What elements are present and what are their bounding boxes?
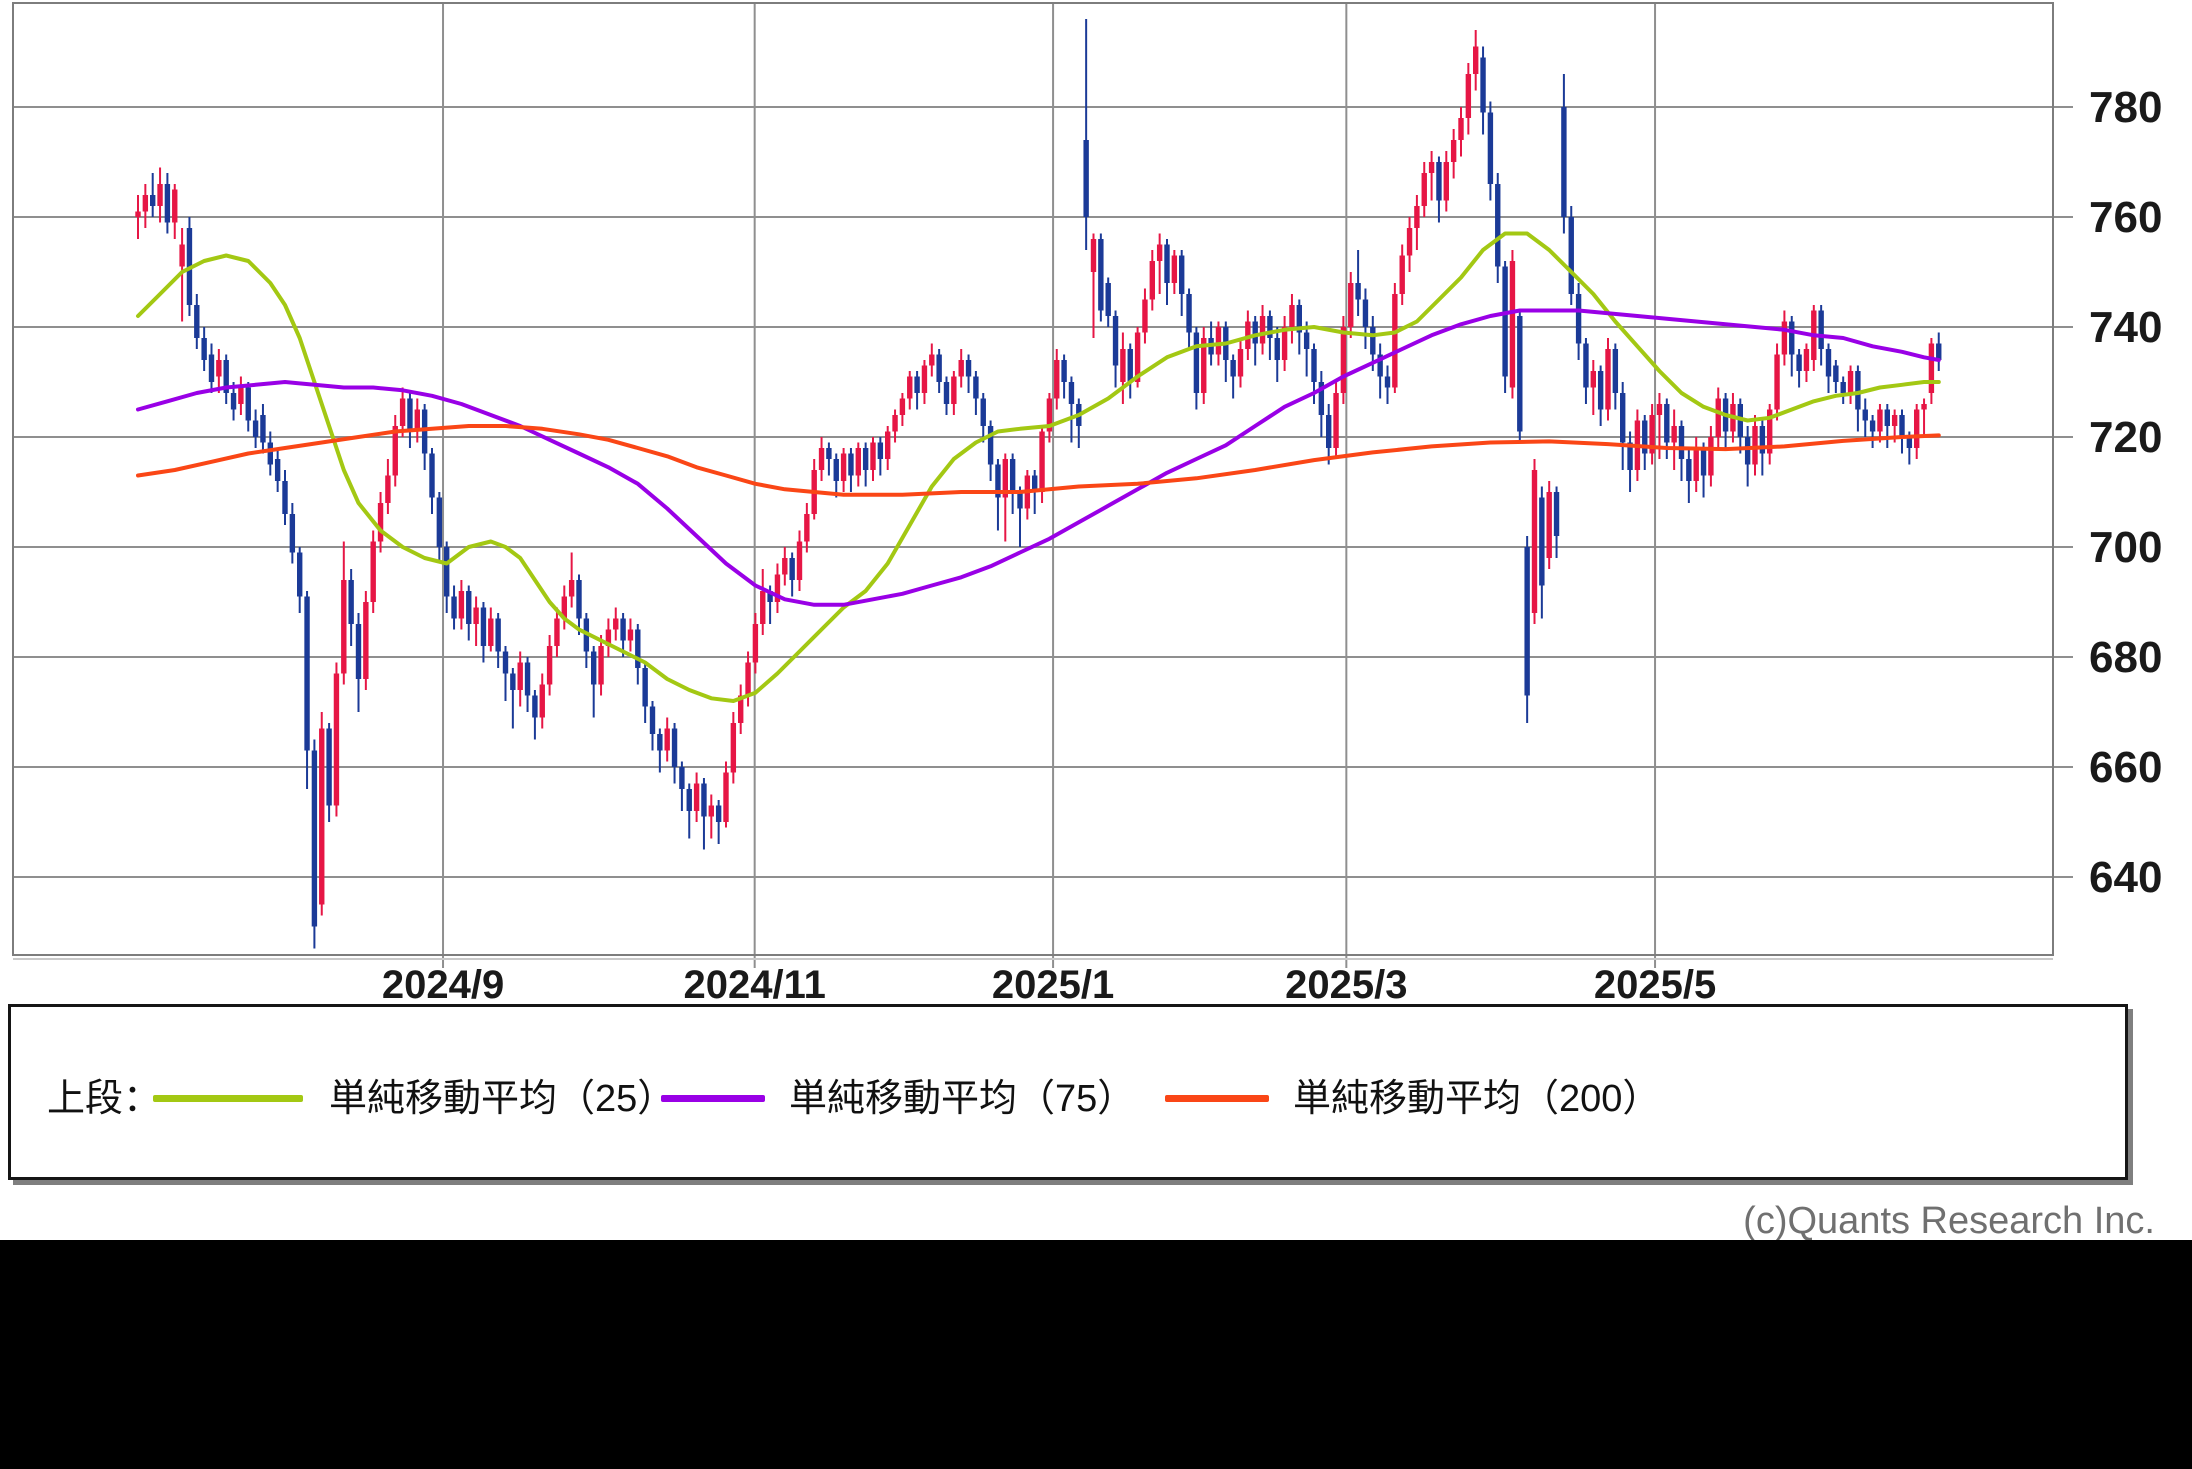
svg-text:2024/11: 2024/11 xyxy=(683,963,825,1007)
moving-average-lines xyxy=(136,231,1941,703)
ma75-legend-line xyxy=(661,1095,765,1102)
ma25-legend-line xyxy=(153,1095,303,1102)
svg-text:2025/3: 2025/3 xyxy=(1285,963,1407,1007)
ma200-legend-label: 単純移動平均（200） xyxy=(1293,1078,1661,1120)
plot-border xyxy=(12,2,2073,968)
y-axis-labels: 780 760 740 720 700 680 660 640 xyxy=(2089,83,2162,902)
candles-group xyxy=(135,19,1942,949)
svg-text:740: 740 xyxy=(2089,303,2162,352)
svg-text:780: 780 xyxy=(2089,83,2162,132)
bottom-black-bar xyxy=(0,1240,2192,1469)
svg-text:640: 640 xyxy=(2089,853,2162,902)
svg-text:2025/1: 2025/1 xyxy=(992,963,1114,1007)
ma200-legend-line xyxy=(1165,1095,1269,1102)
copyright-text: (c)Quants Research Inc. xyxy=(1743,1200,2155,1242)
legend-box: 上段： 単純移動平均（25） 単純移動平均（75） 単純移動平均（200） xyxy=(8,1004,2128,1180)
svg-text:680: 680 xyxy=(2089,633,2162,682)
svg-text:720: 720 xyxy=(2089,413,2162,462)
svg-text:2025/5: 2025/5 xyxy=(1594,963,1716,1007)
svg-text:760: 760 xyxy=(2089,193,2162,242)
svg-text:660: 660 xyxy=(2089,743,2162,792)
ma75-legend-label: 単純移動平均（75） xyxy=(789,1078,1136,1120)
legend-prefix-label: 上段： xyxy=(47,1078,162,1120)
svg-text:2024/9: 2024/9 xyxy=(382,963,504,1007)
x-axis-labels: 2024/9 2024/11 2025/1 2025/3 2025/5 xyxy=(382,963,1716,1007)
ma25-legend-label: 単純移動平均（25） xyxy=(329,1078,676,1120)
svg-text:700: 700 xyxy=(2089,523,2162,572)
